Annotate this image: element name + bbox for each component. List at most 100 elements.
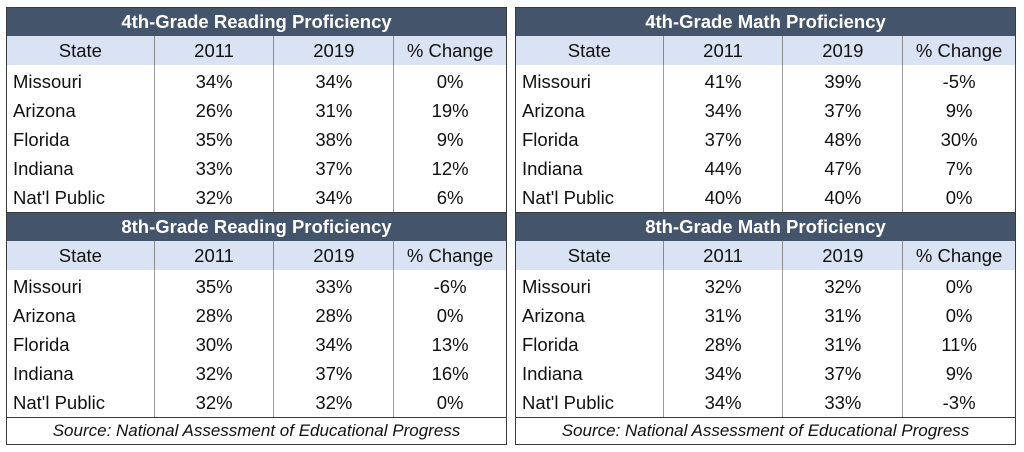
value-cell: 39% <box>782 65 903 96</box>
value-cell: 32% <box>153 183 274 213</box>
table-row: Nat'l Public 34% 33% -3% <box>516 388 1015 418</box>
state-cell: Missouri <box>13 275 82 297</box>
table-8th-grade-reading: 8th-Grade Reading Proficiency State 2011 20… <box>7 213 506 418</box>
value-cell: 31% <box>273 96 394 125</box>
value-cell: 32% <box>782 270 903 301</box>
value-cell: 34% <box>662 388 783 418</box>
value-cell: 33% <box>273 270 394 301</box>
table-title-row: 4th-Grade Math Proficiency <box>516 8 1015 36</box>
value-cell: 26% <box>153 96 274 125</box>
column-header-row: State 2011 2019% Change <box>516 36 1015 65</box>
table-title-row: 8th-Grade Math Proficiency <box>516 213 1015 241</box>
table-row: Florida 37% 48% 30% <box>516 125 1015 154</box>
column-header: 2011 <box>153 36 274 65</box>
value-cell: 0% <box>902 301 1015 330</box>
value-cell: 34% <box>273 183 394 213</box>
value-cell: 19% <box>393 96 506 125</box>
table-row: Arizona 26% 31% 19% <box>7 96 506 125</box>
value-cell: -5% <box>902 65 1015 96</box>
value-cell: 40% <box>782 183 903 213</box>
column-header: 2011 <box>662 241 783 270</box>
state-cell: Florida <box>522 128 579 150</box>
state-cell: Arizona <box>13 99 76 121</box>
value-cell: 33% <box>153 154 274 183</box>
column-header-row: State 2011 2019% Change <box>7 241 506 270</box>
value-cell: 34% <box>662 96 783 125</box>
value-cell: 31% <box>662 301 783 330</box>
table-title: 4th-Grade Reading Proficiency <box>7 8 506 36</box>
state-cell: Arizona <box>522 304 585 326</box>
value-cell: 37% <box>782 96 903 125</box>
table-title: 8th-Grade Math Proficiency <box>516 213 1015 241</box>
value-cell: -6% <box>393 270 506 301</box>
value-cell: 9% <box>393 125 506 154</box>
value-cell: 38% <box>273 125 394 154</box>
column-header: % Change <box>902 36 1015 65</box>
value-cell: 0% <box>393 65 506 96</box>
table-row: Nat'l Public 32% 32% 0% <box>7 388 506 418</box>
column-header: State <box>7 241 155 270</box>
table-4th-grade-math: 4th-Grade Math Proficiency State 2011 2019%… <box>516 8 1015 213</box>
state-cell: Indiana <box>522 157 583 179</box>
value-cell: 0% <box>902 270 1015 301</box>
value-cell: 35% <box>153 125 274 154</box>
value-cell: 30% <box>153 330 274 359</box>
source-note-right: Source: National Assessment of Education… <box>561 421 970 440</box>
value-cell: 7% <box>902 154 1015 183</box>
table-row: Nat'l Public 32% 34% 6% <box>7 183 506 213</box>
value-cell: -3% <box>902 388 1015 418</box>
table-row: Indiana 32% 37% 16% <box>7 359 506 388</box>
state-cell: Florida <box>13 128 70 150</box>
value-cell: 9% <box>902 359 1015 388</box>
state-cell: Arizona <box>13 304 76 326</box>
table-4th-grade-reading: 4th-Grade Reading Proficiency State 2011 20… <box>7 8 506 213</box>
value-cell: 31% <box>782 301 903 330</box>
table-row: Arizona 28% 28% 0% <box>7 301 506 330</box>
state-cell: Nat'l Public <box>7 183 155 213</box>
state-cell: Nat'l Public <box>7 388 155 418</box>
value-cell: 30% <box>902 125 1015 154</box>
value-cell: 35% <box>153 270 274 301</box>
value-cell: 34% <box>273 330 394 359</box>
value-cell: 37% <box>273 359 394 388</box>
value-cell: 12% <box>393 154 506 183</box>
value-cell: 32% <box>153 359 274 388</box>
value-cell: 47% <box>782 154 903 183</box>
table-title: 4th-Grade Math Proficiency <box>516 8 1015 36</box>
table-8th-grade-math: 8th-Grade Math Proficiency State 2011 2019%… <box>516 213 1015 418</box>
value-cell: 40% <box>662 183 783 213</box>
value-cell: 0% <box>393 388 506 418</box>
value-cell: 32% <box>153 388 274 418</box>
value-cell: 48% <box>782 125 903 154</box>
table-title-row: 4th-Grade Reading Proficiency <box>7 8 506 36</box>
state-cell: Nat'l Public <box>516 388 664 418</box>
table-row: Arizona 31% 31% 0% <box>516 301 1015 330</box>
value-cell: 13% <box>393 330 506 359</box>
value-cell: 34% <box>273 65 394 96</box>
table-row: Nat'l Public 40% 40% 0% <box>516 183 1015 213</box>
source-note-left: Source: National Assessment of Education… <box>52 421 461 440</box>
table-row: Arizona 34% 37% 9% <box>516 96 1015 125</box>
column-header: State <box>7 36 155 65</box>
table-row: Missouri 35% 33% -6% <box>7 270 506 301</box>
state-cell: Arizona <box>522 99 585 121</box>
table-row: Indiana 44% 47% 7% <box>516 154 1015 183</box>
table-row: Missouri 41% 39% -5% <box>516 65 1015 96</box>
column-header: % Change <box>393 36 506 65</box>
table-row: Florida 30% 34% 13% <box>7 330 506 359</box>
value-cell: 28% <box>273 301 394 330</box>
column-header: 2019 <box>273 36 394 65</box>
reading-panel: 4th-Grade Reading Proficiency State 2011 20… <box>6 7 507 445</box>
column-header: 2011 <box>662 36 783 65</box>
state-cell: Missouri <box>522 275 591 297</box>
value-cell: 28% <box>153 301 274 330</box>
column-header-row: State 2011 2019% Change <box>7 36 506 65</box>
table-row: Florida 28% 31% 11% <box>516 330 1015 359</box>
value-cell: 37% <box>782 359 903 388</box>
column-header: 2019 <box>273 241 394 270</box>
table-title-row: 8th-Grade Reading Proficiency <box>7 213 506 241</box>
table-row: Florida 35% 38% 9% <box>7 125 506 154</box>
value-cell: 9% <box>902 96 1015 125</box>
column-header: 2019 <box>782 241 903 270</box>
value-cell: 37% <box>662 125 783 154</box>
